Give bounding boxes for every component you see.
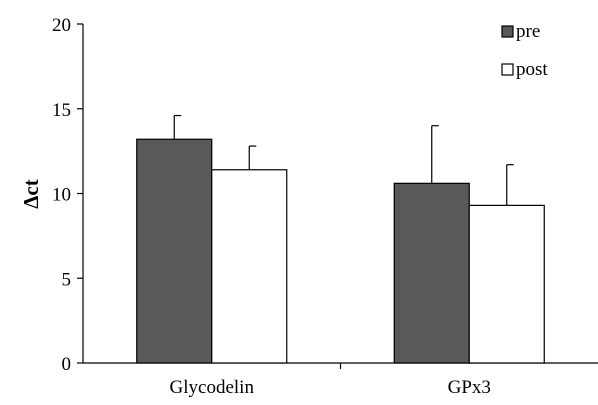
y-tick-label: 0 — [62, 354, 72, 375]
x-tick-label: GPx3 — [448, 377, 491, 398]
plot-area: 0 5 10 15 20 Glycodelin GPx3 — [52, 15, 598, 398]
y-axis-label: Δct — [19, 179, 43, 208]
legend: pre post — [501, 21, 548, 80]
y-tick-label: 15 — [52, 100, 71, 121]
x-tick-label: Glycodelin — [170, 377, 255, 398]
y-tick-label: 20 — [52, 15, 71, 36]
legend-label-pre: pre — [516, 21, 540, 42]
bar-pre-gpx3 — [393, 182, 470, 364]
legend-swatch-pre — [501, 25, 514, 38]
bar-post-gpx3 — [468, 204, 545, 364]
bar-pre-glycodelin — [136, 138, 213, 364]
y-tick-label: 5 — [62, 269, 72, 290]
bar-post-glycodelin — [211, 169, 288, 364]
legend-label-post: post — [516, 59, 548, 80]
legend-swatch-post — [501, 63, 514, 76]
y-tick-label: 10 — [52, 185, 71, 206]
